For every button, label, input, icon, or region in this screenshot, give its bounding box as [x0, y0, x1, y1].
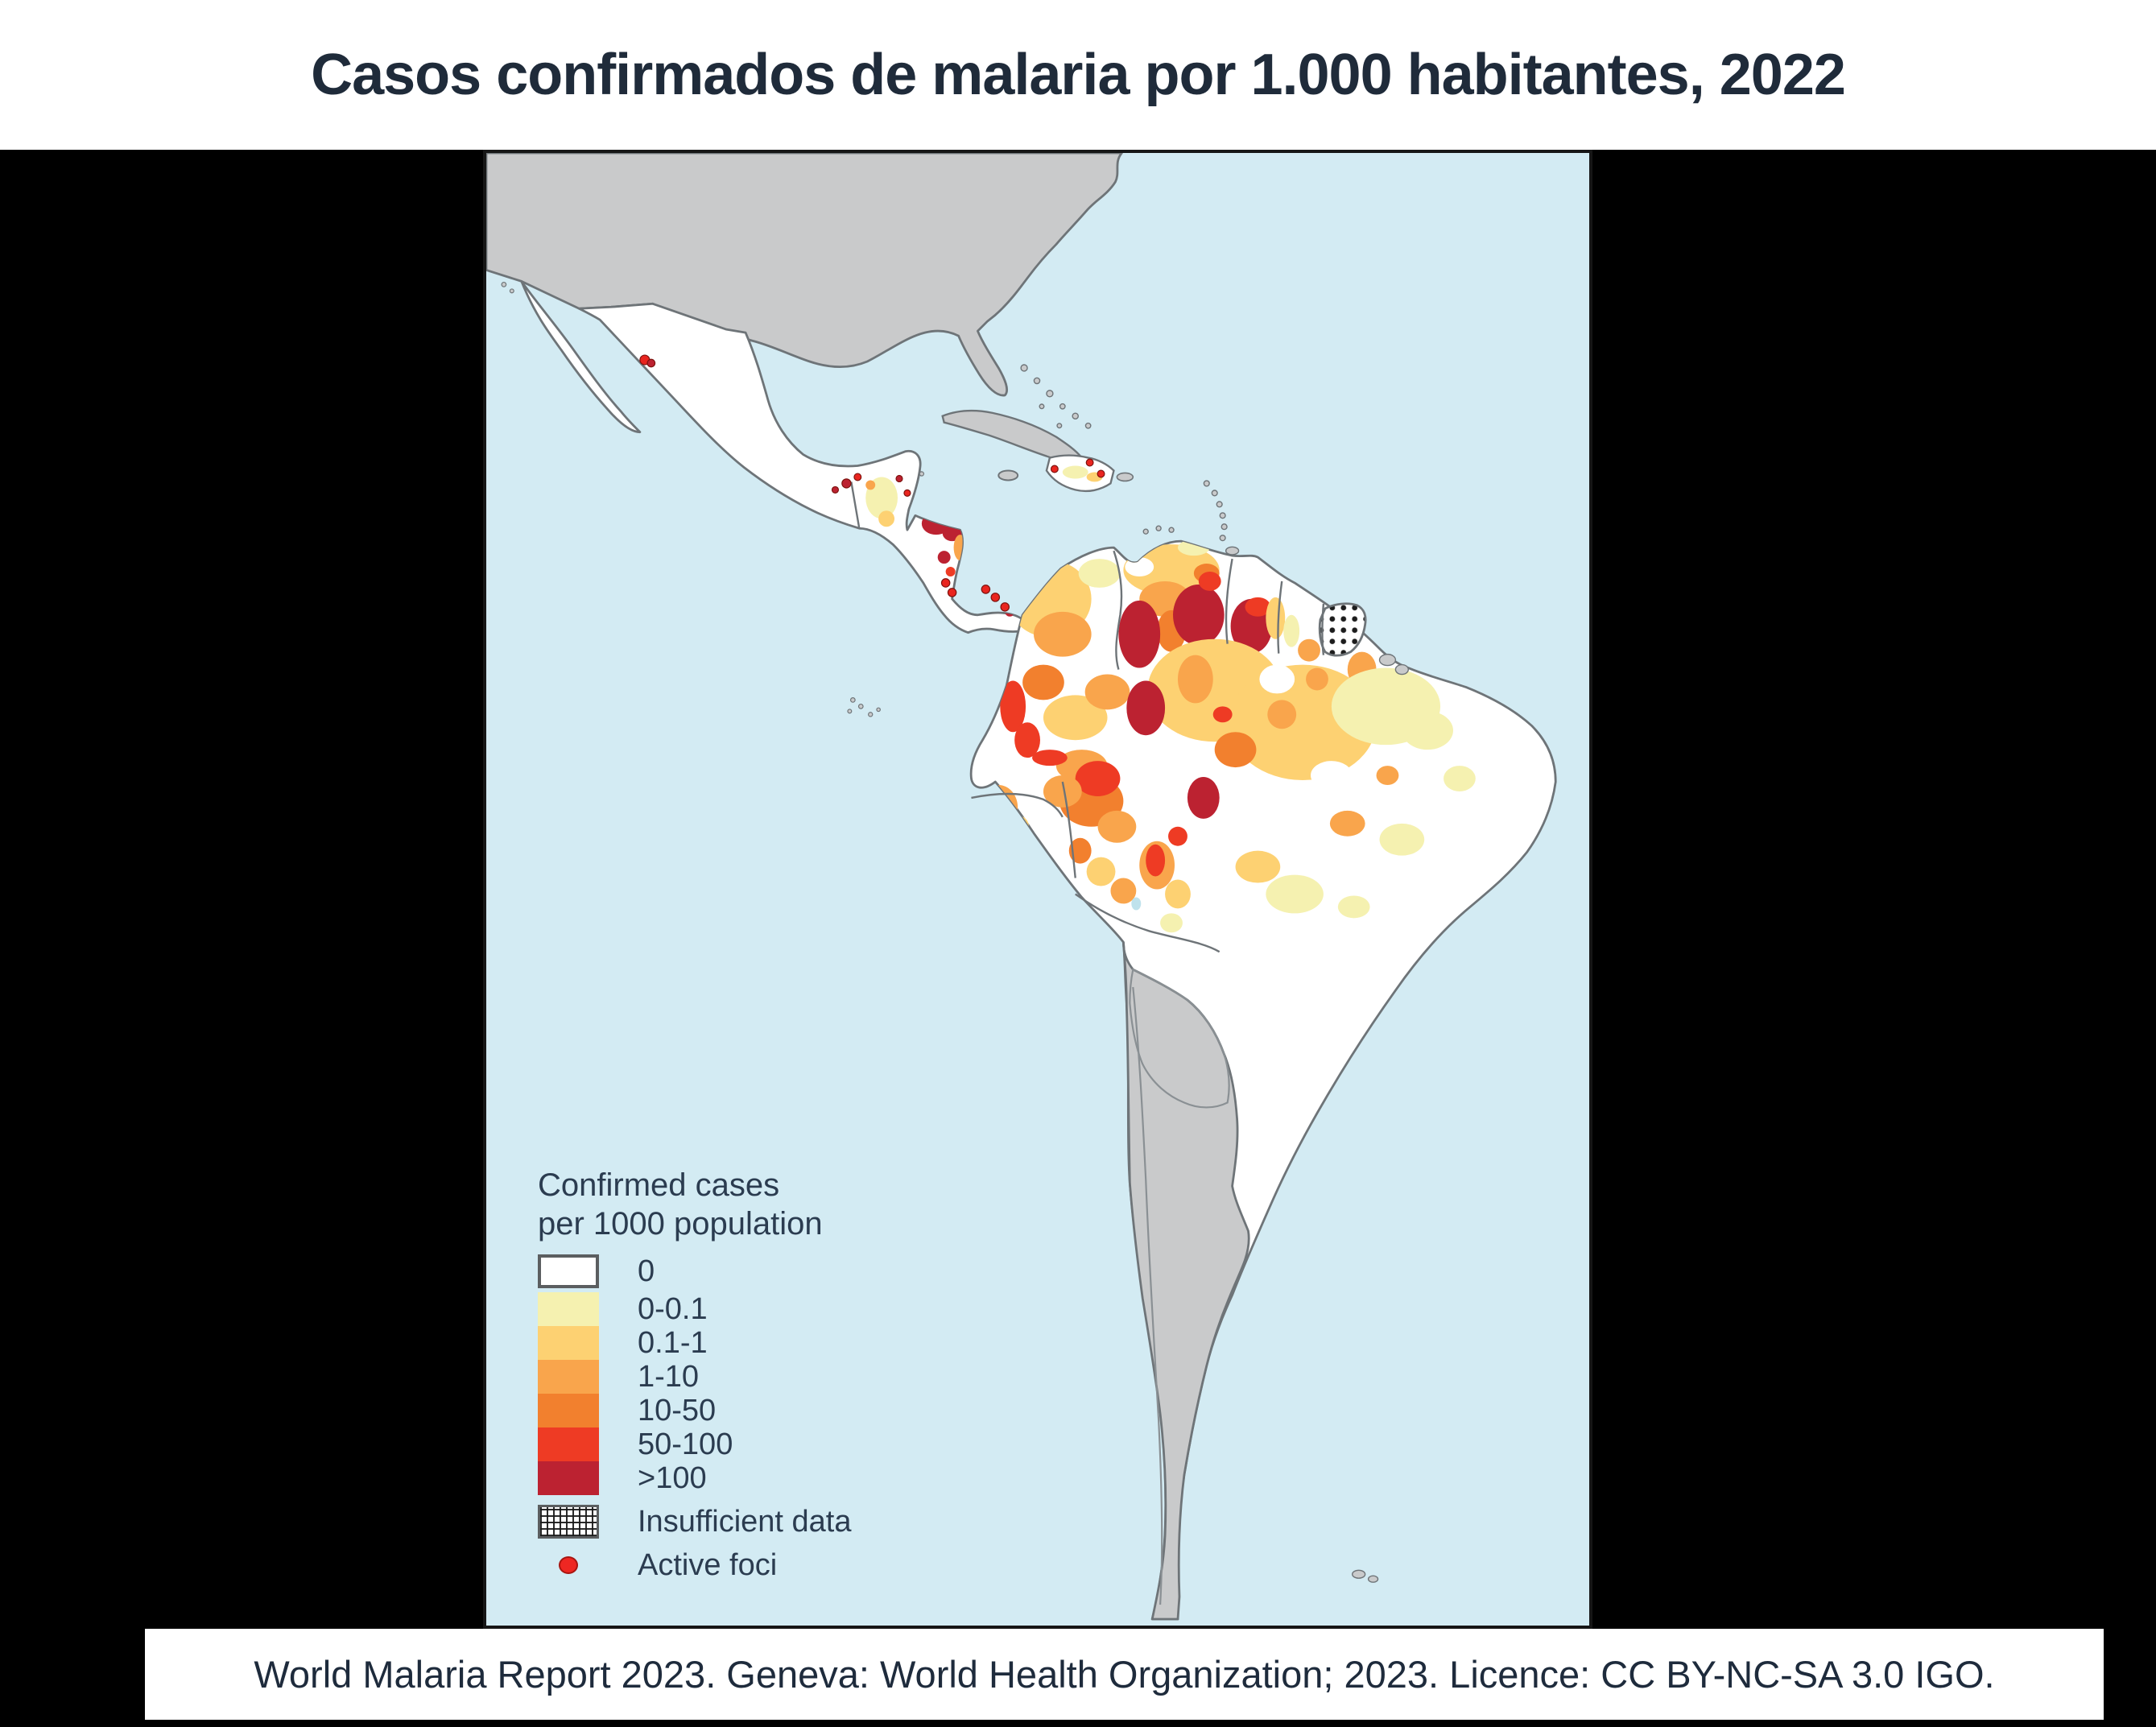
legend-swatch-0: [538, 1254, 599, 1288]
country-borders: [850, 481, 1325, 953]
pacific-islets: [501, 281, 925, 477]
americas-map: [486, 153, 1589, 1626]
legend-rows: 0 0-0.1 0.1-1 1-10 10-50 50-100: [538, 1254, 924, 1582]
jamaica-island: [997, 469, 1019, 481]
active-foci-swatch: [538, 1556, 599, 1574]
legend-item-5: 50-100: [538, 1427, 924, 1461]
malaria-map-panel: Confirmed cases per 1000 population 0 0-…: [483, 150, 1592, 1629]
amazon-delta-islands: [1378, 653, 1410, 676]
map-legend: Confirmed cases per 1000 population 0 0-…: [538, 1166, 924, 1582]
southern-cone-non-endemic: [1121, 940, 1250, 1621]
slide-header: Casos confirmados de malaria por 1.000 h…: [0, 0, 2156, 150]
legend-swatch-3: [538, 1360, 599, 1394]
legend-swatch-2: [538, 1326, 599, 1360]
legend-title: Confirmed cases per 1000 population: [538, 1167, 823, 1242]
insufficient-data-swatch: [538, 1505, 599, 1539]
south-america-choropleth: [979, 541, 1476, 933]
active-foci-dot-icon: [559, 1556, 578, 1574]
source-citation: World Malaria Report 2023. Geneva: World…: [254, 1653, 1995, 1696]
page-title: Casos confirmados de malaria por 1.000 h…: [311, 43, 1846, 107]
chile-argentina-border: [1132, 986, 1163, 1605]
north-america-landmass: [486, 153, 1123, 397]
puerto-rico-island: [1116, 472, 1134, 482]
lake-titicaca: [1131, 897, 1142, 911]
slide-footer: World Malaria Report 2023. Geneva: World…: [145, 1629, 2104, 1720]
bahamas-islands: [1020, 364, 1092, 429]
legend-item-2: 0.1-1: [538, 1326, 924, 1360]
active-foci-dots: [639, 354, 1105, 612]
paraguay-border: [1129, 968, 1230, 1109]
legend-item-0: 0: [538, 1254, 924, 1288]
legend-swatch-6: [538, 1461, 599, 1495]
legend-item-1: 0-0.1: [538, 1292, 924, 1326]
falkland-islands: [1352, 1569, 1379, 1583]
legend-item-active-foci: Active foci: [538, 1548, 924, 1582]
galapagos-islands: [847, 697, 881, 717]
legend-swatch-5: [538, 1427, 599, 1461]
legend-swatch-1: [538, 1292, 599, 1326]
legend-item-3: 1-10: [538, 1360, 924, 1394]
legend-item-4: 10-50: [538, 1394, 924, 1427]
lesser-antilles-islands: [1142, 480, 1240, 556]
legend-item-6: >100: [538, 1461, 924, 1495]
legend-item-insufficient: Insufficient data: [538, 1505, 924, 1539]
hispaniola-patch: [1062, 465, 1088, 479]
legend-swatch-4: [538, 1394, 599, 1427]
